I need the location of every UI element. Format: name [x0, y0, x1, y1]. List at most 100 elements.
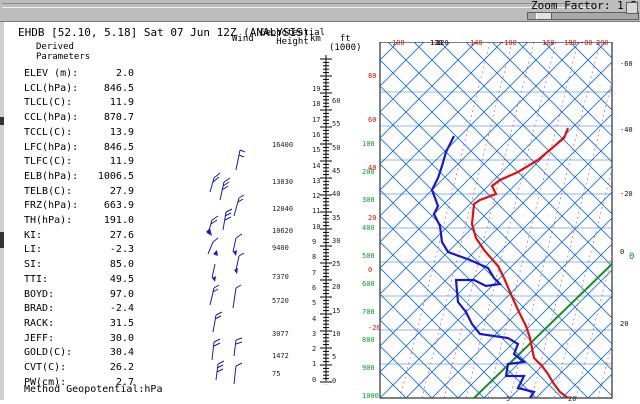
- height-label: 13830: [272, 178, 294, 186]
- right-scale-label: -60: [620, 60, 633, 68]
- param-value: 13.9: [109, 126, 134, 138]
- param-value: -2.3: [109, 244, 134, 256]
- mixing-ratio-line: [421, 42, 513, 398]
- dry-adiabat-line: [380, 215, 563, 398]
- left-temp-label: 40: [368, 164, 377, 172]
- isotherm-line: [380, 139, 612, 373]
- wind-barbs: [206, 149, 246, 385]
- param-value: 26.2: [109, 362, 134, 373]
- param-label: BRAD:: [24, 303, 55, 315]
- dry-adiabat-line: [439, 42, 612, 215]
- wind-barb: [233, 337, 243, 357]
- zoom-slider[interactable]: [527, 12, 639, 20]
- dry-adiabat-line: [380, 189, 589, 398]
- top-temp-label: -100: [500, 39, 517, 47]
- left-temp-label: 20: [368, 214, 377, 222]
- km-tick: 15: [312, 146, 321, 155]
- km-tick: 6: [312, 283, 317, 292]
- param-label: TELB(C):: [24, 185, 73, 197]
- isotherm-line: [405, 191, 612, 398]
- ft-tick: 5: [332, 353, 337, 362]
- dry-adiabat-line: [380, 241, 537, 398]
- height-label: 3077: [272, 330, 289, 338]
- isotherm-line: [431, 217, 612, 398]
- mixing-ratio-line: [620, 42, 640, 398]
- height-label: 7370: [272, 273, 289, 281]
- skewt-diagram[interactable]: 100 120 140 -100 160 180 -80 200 130 120 80 60 40 20 0…: [362, 39, 640, 403]
- pressure-label: 600: [362, 280, 375, 288]
- parcel-curve: [473, 263, 612, 398]
- wind-barb: [215, 360, 225, 381]
- param-value: 191.0: [103, 215, 134, 226]
- height-label: 5720: [272, 297, 289, 305]
- top-temp-label: -80: [580, 39, 593, 47]
- pressure-label: 400: [362, 224, 375, 232]
- ft-header: ft (1000): [329, 34, 362, 53]
- wind-barb: [235, 252, 245, 271]
- pressure-label: 200: [362, 168, 375, 176]
- top-temp-label: 130: [430, 39, 443, 47]
- km-tick: 2: [312, 345, 317, 354]
- isotherm-line: [380, 42, 607, 269]
- isotherm-line: [380, 42, 529, 191]
- isotherm-line: [614, 42, 640, 398]
- dry-adiabat-line: [380, 267, 511, 398]
- ft-tick: 15: [332, 306, 341, 315]
- dry-adiabat-line: [380, 85, 612, 319]
- param-label: TLFC(C):: [24, 156, 73, 168]
- dewpoint-profile: [430, 135, 536, 399]
- mixing-ratio-line: [487, 42, 579, 398]
- right-scale-label: -20: [620, 190, 633, 198]
- km-tick: 11: [312, 207, 321, 216]
- param-value: 31.5: [109, 317, 134, 329]
- temperature-profile: [470, 127, 570, 399]
- ft-tick: 40: [332, 190, 341, 199]
- dry-adiabat-line: [380, 293, 485, 398]
- height-label: 12040: [272, 205, 294, 213]
- km-tick: 4: [312, 314, 317, 323]
- isotherm-line: [380, 42, 555, 217]
- param-label: TTI:: [24, 273, 49, 285]
- wind-barb: [232, 233, 243, 253]
- isotherm-line: [380, 42, 477, 139]
- titlebar-groove: [2, 3, 592, 8]
- right-scale-label: 20: [620, 320, 629, 328]
- zoom-slider-thumb[interactable]: [536, 13, 552, 19]
- wind-barb: [211, 338, 221, 361]
- left-temp-label: 60: [368, 116, 377, 124]
- km-tick: 9: [312, 238, 317, 246]
- param-label: ELEV (m):: [24, 68, 79, 79]
- param-value: 2.7: [115, 376, 134, 388]
- left-window-edge: [0, 22, 4, 400]
- dry-adiabat-line: [543, 42, 612, 111]
- param-label: PW(cm):: [24, 376, 67, 388]
- isotherm-line: [380, 42, 581, 243]
- ft-tick: 45: [332, 166, 341, 175]
- left-temp-label: -20: [368, 324, 381, 332]
- param-value: 11.9: [109, 156, 134, 168]
- isotherm-line: [535, 321, 612, 398]
- pressure-label: 1000: [362, 392, 379, 400]
- param-value: 27.9: [109, 185, 134, 197]
- close-box-icon[interactable]: [626, 2, 638, 14]
- dry-adiabat-line: [465, 42, 612, 189]
- param-label: BOYD:: [24, 288, 55, 300]
- wind-barb: [232, 284, 242, 309]
- isotherm-line: [380, 61, 612, 295]
- sounding-title: EHDB [52.10, 5.18] Sat 07 Jun 12Z (ANALY…: [18, 26, 310, 39]
- wind-barb: [219, 177, 231, 201]
- bottom-scale-label: 20: [568, 395, 577, 403]
- wind-header: Wind: [232, 34, 254, 44]
- param-label: JEFF:: [24, 332, 55, 344]
- param-value: 85.0: [109, 259, 134, 271]
- param-label: LCL(hPa):: [24, 82, 79, 94]
- param-label: TH(hPa):: [24, 215, 73, 226]
- param-label: CVT(C):: [24, 362, 67, 373]
- wind-barb: [212, 311, 223, 333]
- param-label: RACK:: [24, 317, 55, 329]
- ft-tick: 55: [332, 120, 341, 129]
- height-label: 75: [272, 370, 281, 378]
- pressure-label: 500: [362, 252, 375, 260]
- wind-barb: [233, 194, 245, 217]
- height-label: 9400: [272, 244, 289, 252]
